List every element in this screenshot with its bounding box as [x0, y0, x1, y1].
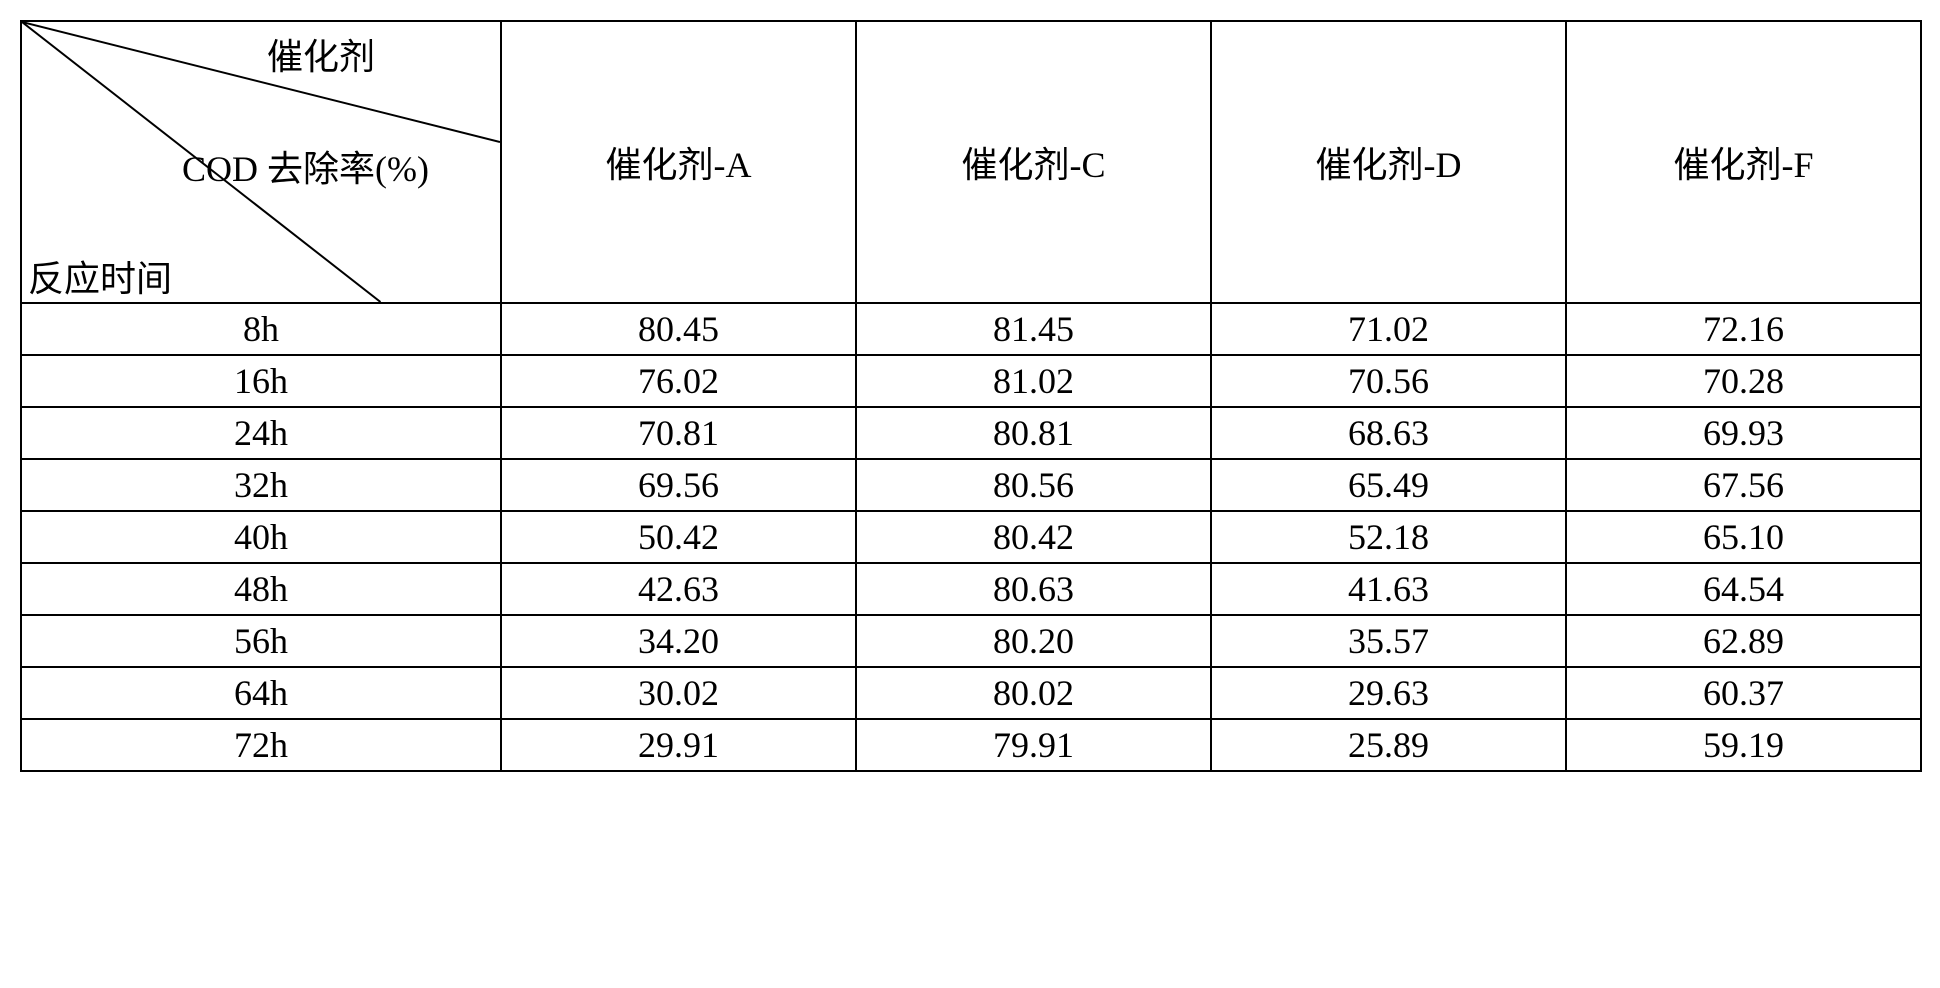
cell: 64.54	[1566, 563, 1921, 615]
row-label: 32h	[21, 459, 501, 511]
cell: 81.45	[856, 303, 1211, 355]
cell: 35.57	[1211, 615, 1566, 667]
corner-top-label: 催化剂	[267, 28, 375, 80]
cell: 70.28	[1566, 355, 1921, 407]
cell: 76.02	[501, 355, 856, 407]
table-row: 24h 70.81 80.81 68.63 69.93	[21, 407, 1921, 459]
cell: 79.91	[856, 719, 1211, 771]
row-label: 40h	[21, 511, 501, 563]
cell: 65.10	[1566, 511, 1921, 563]
col-header-d: 催化剂-D	[1211, 21, 1566, 303]
cell: 60.37	[1566, 667, 1921, 719]
row-label: 72h	[21, 719, 501, 771]
cell: 80.63	[856, 563, 1211, 615]
table-row: 64h 30.02 80.02 29.63 60.37	[21, 667, 1921, 719]
cell: 52.18	[1211, 511, 1566, 563]
row-label: 24h	[21, 407, 501, 459]
cell: 81.02	[856, 355, 1211, 407]
table-row: 48h 42.63 80.63 41.63 64.54	[21, 563, 1921, 615]
cell: 72.16	[1566, 303, 1921, 355]
cell: 59.19	[1566, 719, 1921, 771]
cell: 29.91	[501, 719, 856, 771]
row-label: 16h	[21, 355, 501, 407]
cell: 80.81	[856, 407, 1211, 459]
cell: 42.63	[501, 563, 856, 615]
table-row: 8h 80.45 81.45 71.02 72.16	[21, 303, 1921, 355]
cell: 80.02	[856, 667, 1211, 719]
row-label: 48h	[21, 563, 501, 615]
cell: 62.89	[1566, 615, 1921, 667]
table-row: 72h 29.91 79.91 25.89 59.19	[21, 719, 1921, 771]
table-row: 40h 50.42 80.42 52.18 65.10	[21, 511, 1921, 563]
cell: 69.56	[501, 459, 856, 511]
cell: 80.20	[856, 615, 1211, 667]
cell: 50.42	[501, 511, 856, 563]
cell: 80.45	[501, 303, 856, 355]
cell: 65.49	[1211, 459, 1566, 511]
corner-cell: 催化剂 COD 去除率(%) 反应时间	[21, 21, 501, 303]
table-row: 32h 69.56 80.56 65.49 67.56	[21, 459, 1921, 511]
row-label: 8h	[21, 303, 501, 355]
corner-mid-label: COD 去除率(%)	[182, 140, 429, 192]
table-row: 56h 34.20 80.20 35.57 62.89	[21, 615, 1921, 667]
col-header-f: 催化剂-F	[1566, 21, 1921, 303]
table-body: 8h 80.45 81.45 71.02 72.16 16h 76.02 81.…	[21, 303, 1921, 771]
cell: 80.56	[856, 459, 1211, 511]
cell: 30.02	[501, 667, 856, 719]
table-header-row: 催化剂 COD 去除率(%) 反应时间 催化剂-A 催化剂-C 催化剂-D 催化…	[21, 21, 1921, 303]
table-row: 16h 76.02 81.02 70.56 70.28	[21, 355, 1921, 407]
cell: 70.81	[501, 407, 856, 459]
cell: 29.63	[1211, 667, 1566, 719]
cell: 69.93	[1566, 407, 1921, 459]
cell: 71.02	[1211, 303, 1566, 355]
cell: 80.42	[856, 511, 1211, 563]
cell: 70.56	[1211, 355, 1566, 407]
cell: 68.63	[1211, 407, 1566, 459]
row-label: 64h	[21, 667, 501, 719]
col-header-c: 催化剂-C	[856, 21, 1211, 303]
corner-bottom-label: 反应时间	[28, 250, 172, 302]
row-label: 56h	[21, 615, 501, 667]
cell: 34.20	[501, 615, 856, 667]
col-header-a: 催化剂-A	[501, 21, 856, 303]
data-table: 催化剂 COD 去除率(%) 反应时间 催化剂-A 催化剂-C 催化剂-D 催化…	[20, 20, 1922, 772]
cell: 25.89	[1211, 719, 1566, 771]
cell: 41.63	[1211, 563, 1566, 615]
cell: 67.56	[1566, 459, 1921, 511]
